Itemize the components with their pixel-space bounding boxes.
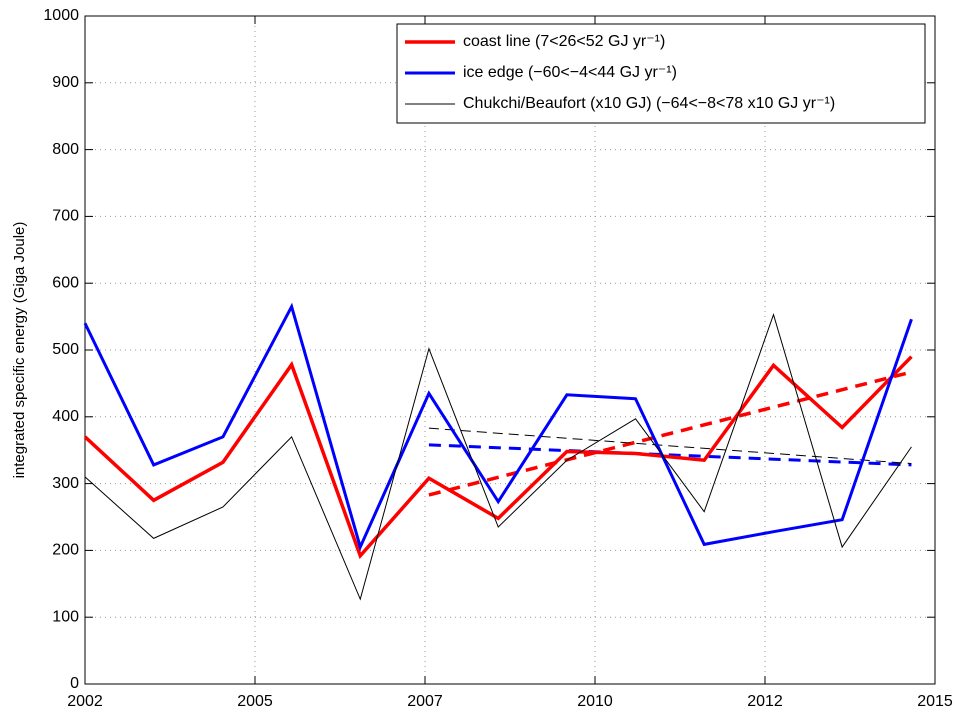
- y-tick-label: 600: [52, 274, 79, 291]
- trend-line: [428, 427, 912, 465]
- y-tick-label: 300: [52, 475, 79, 492]
- x-tick-label: 2010: [577, 693, 613, 710]
- series-line: [83, 302, 913, 552]
- legend-label: coast line (7<26<52 GJ yr⁻¹): [463, 33, 665, 50]
- plot-frame: [84, 15, 936, 685]
- legend: coast line (7<26<52 GJ yr⁻¹) ice edge (−6…: [396, 23, 926, 124]
- y-tick-label: 0: [70, 675, 79, 692]
- y-tick-label: 1000: [43, 7, 79, 24]
- y-tick-label: 900: [52, 74, 79, 91]
- legend-box: [396, 23, 926, 124]
- legend-label: Chukchi/Beaufort (x10 GJ) (−64<−8<78 x10…: [463, 95, 835, 112]
- y-tick-label: 500: [52, 341, 79, 358]
- trend-line: [428, 370, 912, 497]
- legend-label: ice edge (−60<−4<44 GJ yr⁻¹): [463, 64, 677, 81]
- y-tick-label: 800: [52, 141, 79, 158]
- y-tick-label: 100: [52, 608, 79, 625]
- y-tick-label: 400: [52, 408, 79, 425]
- trend-line: [428, 443, 912, 467]
- x-tick-label: 2002: [67, 693, 103, 710]
- x-tick-label: 2007: [407, 693, 443, 710]
- y-tick-label: 200: [52, 542, 79, 559]
- series-line: [83, 355, 913, 560]
- x-tick-label: 2015: [917, 693, 953, 710]
- series-line: [84, 312, 912, 601]
- y-axis-label: integrated specific energy (Giga Joule): [11, 222, 28, 479]
- x-tick-label: 2005: [237, 693, 273, 710]
- y-tick-label: 700: [52, 208, 79, 225]
- x-tick-label: 2012: [747, 693, 783, 710]
